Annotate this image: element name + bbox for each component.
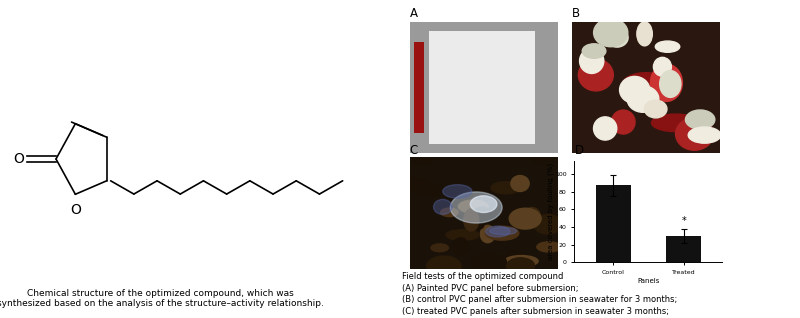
Text: *: *: [682, 216, 686, 226]
Ellipse shape: [594, 117, 617, 140]
Ellipse shape: [675, 118, 714, 150]
Ellipse shape: [688, 127, 721, 143]
Bar: [429, 31, 535, 143]
Ellipse shape: [578, 59, 614, 91]
Ellipse shape: [627, 86, 659, 112]
Ellipse shape: [506, 251, 523, 271]
Ellipse shape: [660, 71, 681, 97]
Ellipse shape: [398, 178, 431, 191]
Ellipse shape: [441, 208, 458, 217]
Ellipse shape: [506, 258, 534, 274]
Text: D: D: [574, 144, 583, 157]
Ellipse shape: [442, 185, 472, 198]
Ellipse shape: [531, 153, 554, 165]
Ellipse shape: [491, 182, 521, 194]
Ellipse shape: [606, 28, 628, 47]
Text: A: A: [410, 8, 418, 20]
Ellipse shape: [434, 199, 452, 214]
Text: C: C: [410, 144, 418, 157]
Ellipse shape: [486, 226, 510, 237]
Ellipse shape: [650, 64, 682, 101]
Ellipse shape: [472, 222, 484, 229]
Ellipse shape: [505, 256, 538, 267]
Text: Chemical structure of the optimized compound, which was
synthesized based on the: Chemical structure of the optimized comp…: [0, 289, 323, 308]
Text: Field tests of the optimized compound
(A) Painted PVC panel before submersion;
(: Field tests of the optimized compound (A…: [402, 272, 790, 318]
Text: B: B: [572, 8, 580, 20]
Ellipse shape: [582, 44, 606, 58]
Ellipse shape: [453, 238, 469, 255]
Ellipse shape: [464, 209, 479, 231]
Ellipse shape: [537, 242, 561, 252]
Ellipse shape: [486, 226, 519, 240]
Ellipse shape: [411, 183, 446, 196]
Ellipse shape: [644, 100, 667, 118]
Ellipse shape: [510, 208, 541, 229]
Ellipse shape: [637, 22, 652, 46]
Ellipse shape: [611, 110, 635, 134]
Ellipse shape: [511, 176, 529, 191]
Ellipse shape: [480, 225, 495, 243]
Ellipse shape: [654, 57, 671, 76]
Ellipse shape: [426, 256, 461, 276]
Ellipse shape: [594, 18, 628, 47]
Ellipse shape: [524, 208, 540, 224]
Ellipse shape: [579, 49, 604, 73]
Text: O: O: [70, 203, 82, 217]
Y-axis label: area covered by fouling (%): area covered by fouling (%): [547, 163, 554, 260]
Ellipse shape: [471, 253, 506, 271]
Ellipse shape: [534, 215, 562, 234]
Ellipse shape: [470, 196, 497, 212]
Ellipse shape: [446, 230, 479, 240]
Ellipse shape: [619, 76, 650, 103]
Ellipse shape: [490, 227, 517, 235]
Ellipse shape: [686, 110, 715, 129]
Ellipse shape: [655, 41, 680, 52]
Bar: [666, 236, 702, 262]
Ellipse shape: [472, 207, 492, 223]
Ellipse shape: [651, 114, 700, 132]
Ellipse shape: [413, 155, 434, 166]
Ellipse shape: [431, 244, 449, 252]
Bar: [595, 185, 630, 262]
Ellipse shape: [450, 192, 502, 223]
X-axis label: Panels: Panels: [638, 278, 659, 284]
Ellipse shape: [622, 73, 670, 96]
Bar: [414, 42, 425, 133]
Ellipse shape: [458, 200, 488, 213]
Text: O: O: [13, 152, 24, 166]
